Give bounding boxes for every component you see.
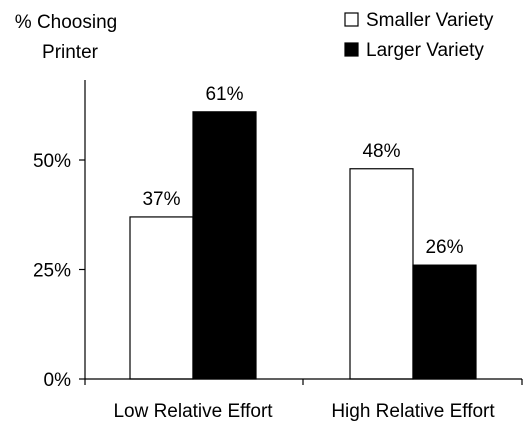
data-labels: 37% 61% 48% 26%	[142, 84, 463, 258]
data-label-larger-variety-high-relative-effort: 26%	[425, 237, 463, 258]
x-axis: Low Relative Effort High Relative Effort	[84, 378, 523, 422]
legend: Smaller Variety Larger Variety	[344, 10, 494, 61]
y-tick-label-50: 50%	[33, 151, 71, 172]
x-category-label-low-relative-effort: Low Relative Effort	[113, 401, 273, 422]
legend-swatch-larger-variety	[344, 42, 359, 57]
bar-smaller-variety-high-relative-effort	[349, 168, 414, 380]
bar-smaller-variety-low-relative-effort	[129, 216, 194, 380]
y-tick-label-0: 0%	[44, 370, 72, 391]
y-axis-label: % Choosing Printer	[15, 12, 117, 63]
y-tick-label-25: 25%	[33, 261, 71, 282]
y-axis: 0% 25% 50%	[33, 80, 86, 391]
data-label-smaller-variety-low-relative-effort: 37%	[142, 189, 180, 210]
bar-larger-variety-low-relative-effort	[192, 111, 257, 380]
bar-larger-variety-high-relative-effort	[412, 264, 477, 380]
legend-label-smaller-variety: Smaller Variety	[366, 10, 494, 31]
bars	[129, 111, 477, 380]
legend-label-larger-variety: Larger Variety	[366, 40, 484, 61]
legend-swatch-smaller-variety	[344, 12, 359, 27]
x-category-label-high-relative-effort: High Relative Effort	[331, 401, 495, 422]
y-axis-label-line-1: % Choosing	[15, 12, 117, 33]
data-label-larger-variety-low-relative-effort: 61%	[205, 84, 243, 105]
y-axis-label-line-2: Printer	[42, 42, 99, 63]
data-label-smaller-variety-high-relative-effort: 48%	[362, 141, 400, 162]
